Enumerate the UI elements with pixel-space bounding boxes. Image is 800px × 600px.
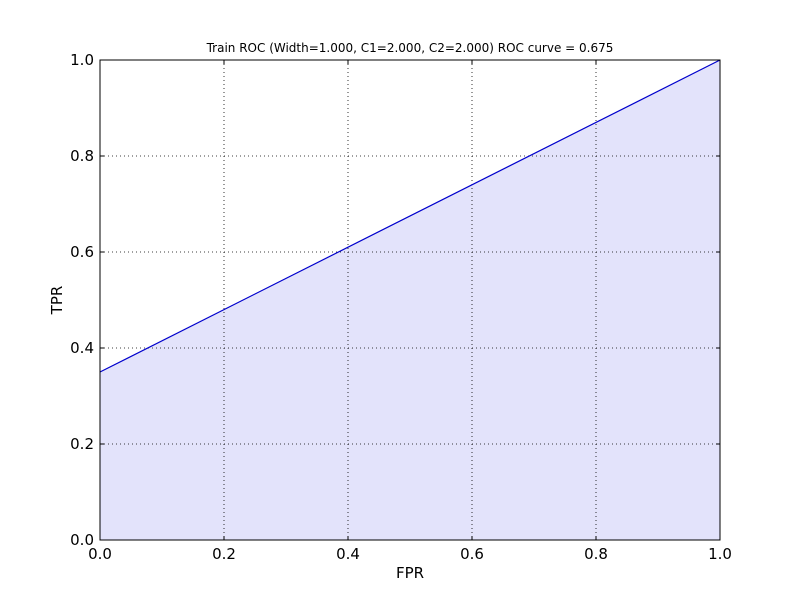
chart-title: Train ROC (Width=1.000, C1=2.000, C2=2.0… bbox=[206, 41, 614, 55]
x-tick-label: 1.0 bbox=[708, 545, 732, 563]
y-tick-label: 0.4 bbox=[70, 339, 94, 357]
y-tick-label: 1.0 bbox=[70, 51, 94, 69]
x-tick-label: 0.2 bbox=[212, 545, 236, 563]
y-axis-label: TPR bbox=[48, 286, 66, 316]
y-tick-label: 0.0 bbox=[70, 531, 94, 549]
x-tick-label: 0.6 bbox=[460, 545, 484, 563]
x-tick-label: 0.4 bbox=[336, 545, 360, 563]
tick-label-layer: 0.0 0.2 0.4 0.6 0.8 1.0 0.0 0.2 0.4 0.6 0.8 1.0 bbox=[70, 51, 732, 563]
x-tick-label: 0.0 bbox=[88, 545, 112, 563]
y-tick-label: 0.6 bbox=[70, 243, 94, 261]
grid-layer bbox=[100, 60, 720, 540]
x-tick-label: 0.8 bbox=[584, 545, 608, 563]
area-fill-0 bbox=[100, 60, 720, 540]
area-fill-layer bbox=[100, 60, 720, 540]
roc-curve-line-0 bbox=[99, 59, 721, 373]
x-axis-label: FPR bbox=[396, 564, 424, 582]
series-line-layer bbox=[99, 59, 721, 373]
y-tick-label: 0.8 bbox=[70, 147, 94, 165]
tick-mark-layer bbox=[99, 59, 721, 541]
plot-frame bbox=[99, 59, 721, 541]
y-tick-label: 0.2 bbox=[70, 435, 94, 453]
